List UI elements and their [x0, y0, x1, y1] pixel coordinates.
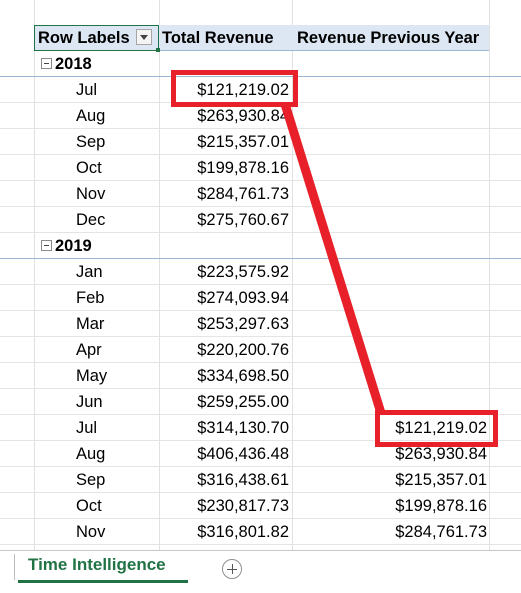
- total-revenue-cell[interactable]: $230,817.73: [197, 497, 289, 515]
- connector-line: [280, 102, 386, 415]
- month-label: Sep: [76, 133, 106, 151]
- month-label: Jan: [76, 263, 103, 281]
- grid-line: [292, 0, 293, 550]
- year-group-row: 2019: [0, 233, 521, 259]
- month-label: Aug: [76, 107, 106, 125]
- total-revenue-cell[interactable]: $121,219.02: [197, 81, 289, 99]
- total-revenue-header: Total Revenue: [162, 29, 274, 47]
- year-group-row: 2018: [0, 51, 521, 77]
- total-revenue-cell[interactable]: $220,200.76: [197, 341, 289, 359]
- month-label: Apr: [76, 341, 102, 359]
- header-band: [34, 25, 489, 51]
- fill-handle[interactable]: [156, 48, 160, 52]
- total-revenue-cell[interactable]: $284,761.73: [197, 185, 289, 203]
- table-row[interactable]: Apr $220,200.76: [0, 337, 521, 363]
- month-label: Feb: [76, 289, 105, 307]
- month-label: Sep: [76, 471, 106, 489]
- month-label: Oct: [76, 159, 102, 177]
- grid-line: [34, 0, 35, 550]
- spreadsheet-grid[interactable]: Row Labels Total Revenue Revenue Previou…: [0, 0, 521, 550]
- month-label: Dec: [76, 211, 106, 229]
- grid-line: [489, 0, 490, 550]
- total-revenue-cell[interactable]: $316,438.61: [197, 471, 289, 489]
- total-revenue-cell[interactable]: $259,255.00: [197, 393, 289, 411]
- tab-time-intelligence[interactable]: Time Intelligence: [18, 551, 188, 583]
- revenue-previous-year-header: Revenue Previous Year: [297, 29, 480, 47]
- revenue-previous-year-cell[interactable]: $275,760.67: [296, 545, 487, 550]
- total-revenue-cell[interactable]: $274,093.94: [197, 289, 289, 307]
- total-revenue-cell[interactable]: $312,487.66: [163, 545, 289, 550]
- revenue-previous-year-cell[interactable]: $263,930.84: [395, 445, 487, 463]
- row-labels-header: Row Labels: [38, 29, 130, 47]
- table-row[interactable]: Aug $263,930.84: [0, 103, 521, 129]
- month-label: Dec: [76, 545, 105, 550]
- highlight-box-source: [171, 70, 298, 107]
- total-revenue-cell[interactable]: $314,130.70: [197, 419, 289, 437]
- month-label: Jul: [76, 81, 98, 99]
- sheet-tab-bar: Time Intelligence: [0, 550, 521, 593]
- table-row[interactable]: Jul $314,130.70 $121,219.02: [0, 415, 521, 441]
- pivot-header-row: Row Labels Total Revenue Revenue Previou…: [0, 25, 521, 52]
- revenue-previous-year-cell[interactable]: $199,878.16: [395, 497, 487, 515]
- table-row[interactable]: May $334,698.50: [0, 363, 521, 389]
- month-label: Mar: [76, 315, 105, 333]
- revenue-previous-year-cell[interactable]: $121,219.02: [395, 419, 487, 437]
- table-row[interactable]: Nov $316,801.82 $284,761.73: [0, 519, 521, 545]
- month-label: Nov: [76, 185, 106, 203]
- table-row[interactable]: Nov $284,761.73: [0, 181, 521, 207]
- grid-line: [159, 0, 160, 550]
- total-revenue-cell[interactable]: $406,436.48: [197, 445, 289, 463]
- total-revenue-cell[interactable]: $316,801.82: [197, 523, 289, 541]
- revenue-previous-year-cell[interactable]: $284,761.73: [395, 523, 487, 541]
- table-row[interactable]: Sep $215,357.01: [0, 129, 521, 155]
- total-revenue-cell[interactable]: $253,297.63: [197, 315, 289, 333]
- month-label: Jun: [76, 393, 103, 411]
- chevron-down-icon: [140, 35, 148, 40]
- total-revenue-cell[interactable]: $199,878.16: [197, 159, 289, 177]
- year-label: 2018: [55, 55, 92, 73]
- revenue-previous-year-cell[interactable]: $215,357.01: [395, 471, 487, 489]
- table-row[interactable]: Mar $253,297.63: [0, 311, 521, 337]
- table-row[interactable]: Jan $223,575.92: [0, 259, 521, 285]
- table-row[interactable]: Feb $274,093.94: [0, 285, 521, 311]
- month-label: Jul: [76, 419, 98, 437]
- table-row[interactable]: Dec $312,487.66 $275,760.67: [0, 545, 521, 550]
- table-row[interactable]: Oct $199,878.16: [0, 155, 521, 181]
- tab-label: Time Intelligence: [28, 555, 166, 574]
- table-row[interactable]: Sep $316,438.61 $215,357.01: [0, 467, 521, 493]
- total-revenue-cell[interactable]: $263,930.84: [197, 107, 289, 125]
- total-revenue-cell[interactable]: $215,357.01: [197, 133, 289, 151]
- month-label: Oct: [76, 497, 102, 515]
- month-label: May: [76, 367, 108, 385]
- month-label: Aug: [76, 445, 106, 463]
- highlight-connector: [280, 102, 386, 415]
- month-label: Nov: [76, 523, 106, 541]
- table-row[interactable]: Oct $230,817.73 $199,878.16: [0, 493, 521, 519]
- row-labels-cell[interactable]: [34, 25, 159, 51]
- plus-circle-icon[interactable]: [222, 559, 242, 579]
- year-label: 2019: [55, 237, 92, 255]
- filter-dropdown-button[interactable]: [136, 29, 152, 45]
- total-revenue-cell[interactable]: $275,760.67: [197, 211, 289, 229]
- total-revenue-cell[interactable]: $334,698.50: [197, 367, 289, 385]
- table-row[interactable]: Jun $259,255.00: [0, 389, 521, 415]
- tab-divider: [14, 554, 15, 580]
- collapse-icon[interactable]: [41, 58, 52, 69]
- total-revenue-cell[interactable]: $223,575.92: [197, 263, 289, 281]
- table-row[interactable]: Dec $275,760.67: [0, 207, 521, 233]
- collapse-icon[interactable]: [41, 240, 52, 251]
- highlight-box-target: [375, 410, 498, 447]
- table-row[interactable]: Aug $406,436.48 $263,930.84: [0, 441, 521, 467]
